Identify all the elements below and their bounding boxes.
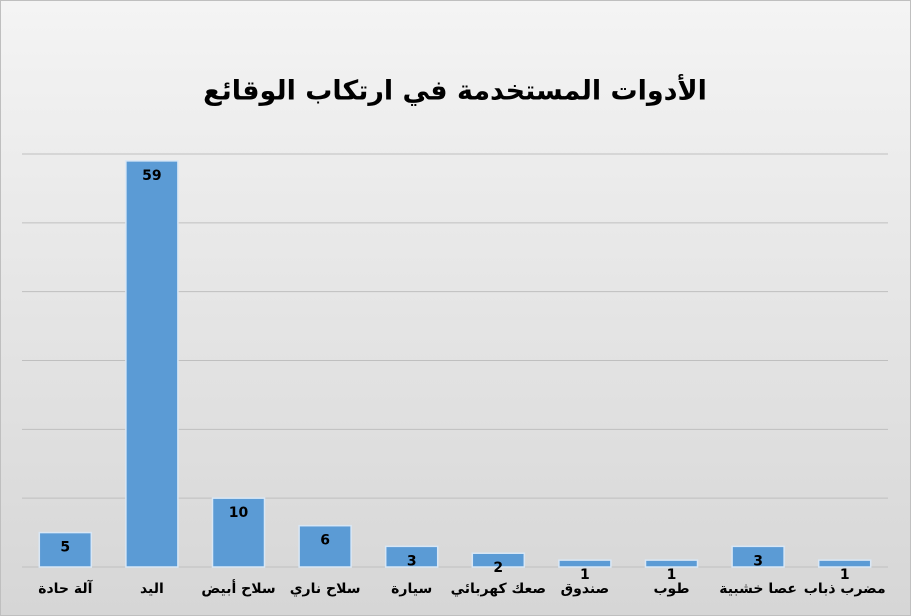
value-label: 59 — [142, 168, 161, 184]
x-tick-label: آلة حادة — [38, 579, 93, 597]
bar — [211, 497, 266, 568]
value-label: 5 — [60, 540, 70, 556]
value-label: 3 — [407, 553, 417, 569]
value-label: 1 — [667, 567, 677, 583]
bar — [38, 531, 93, 568]
x-tick-label: صندوق — [561, 581, 610, 597]
value-label: 6 — [320, 533, 330, 549]
bar — [384, 545, 439, 568]
x-tick-label: صعك كهربائي — [451, 581, 546, 597]
x-tick-label: اليد — [140, 581, 164, 597]
bar — [644, 559, 699, 568]
x-tick-label: طوب — [653, 581, 689, 597]
x-tick-label: سلاح أبيض — [201, 579, 275, 597]
value-label: 1 — [580, 567, 590, 583]
value-label: 2 — [493, 560, 503, 576]
x-tick-label: عصا خشبية — [719, 581, 797, 597]
x-tick-label: سلاح ناري — [290, 581, 361, 598]
bar — [558, 559, 612, 568]
value-label: 3 — [753, 553, 763, 569]
x-tick-label: مضرب ذباب — [804, 581, 886, 597]
bar — [817, 559, 872, 568]
value-label: 10 — [229, 505, 249, 521]
x-tick-label: سيارة — [391, 581, 432, 597]
chart-title: الأدوات المستخدمة في ارتكاب الوقائع — [203, 74, 707, 107]
bar — [731, 545, 785, 568]
bar — [298, 524, 352, 568]
bar — [471, 552, 526, 568]
bar — [125, 160, 179, 568]
value-label: 1 — [840, 567, 850, 583]
